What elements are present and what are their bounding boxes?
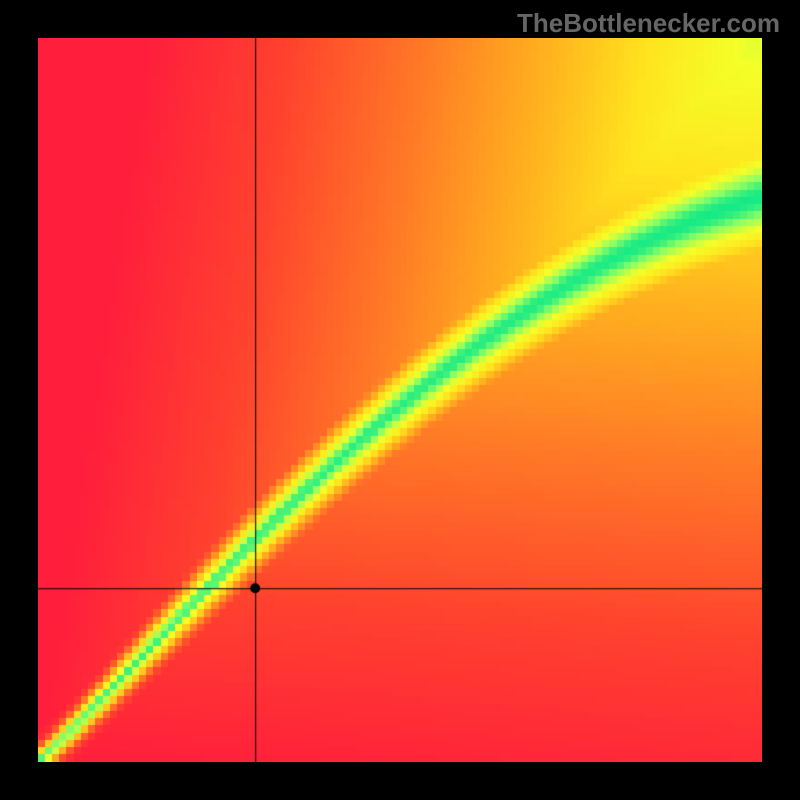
watermark-text: TheBottlenecker.com bbox=[517, 8, 780, 39]
chart-container: TheBottlenecker.com bbox=[0, 0, 800, 800]
bottleneck-heatmap bbox=[38, 38, 762, 762]
